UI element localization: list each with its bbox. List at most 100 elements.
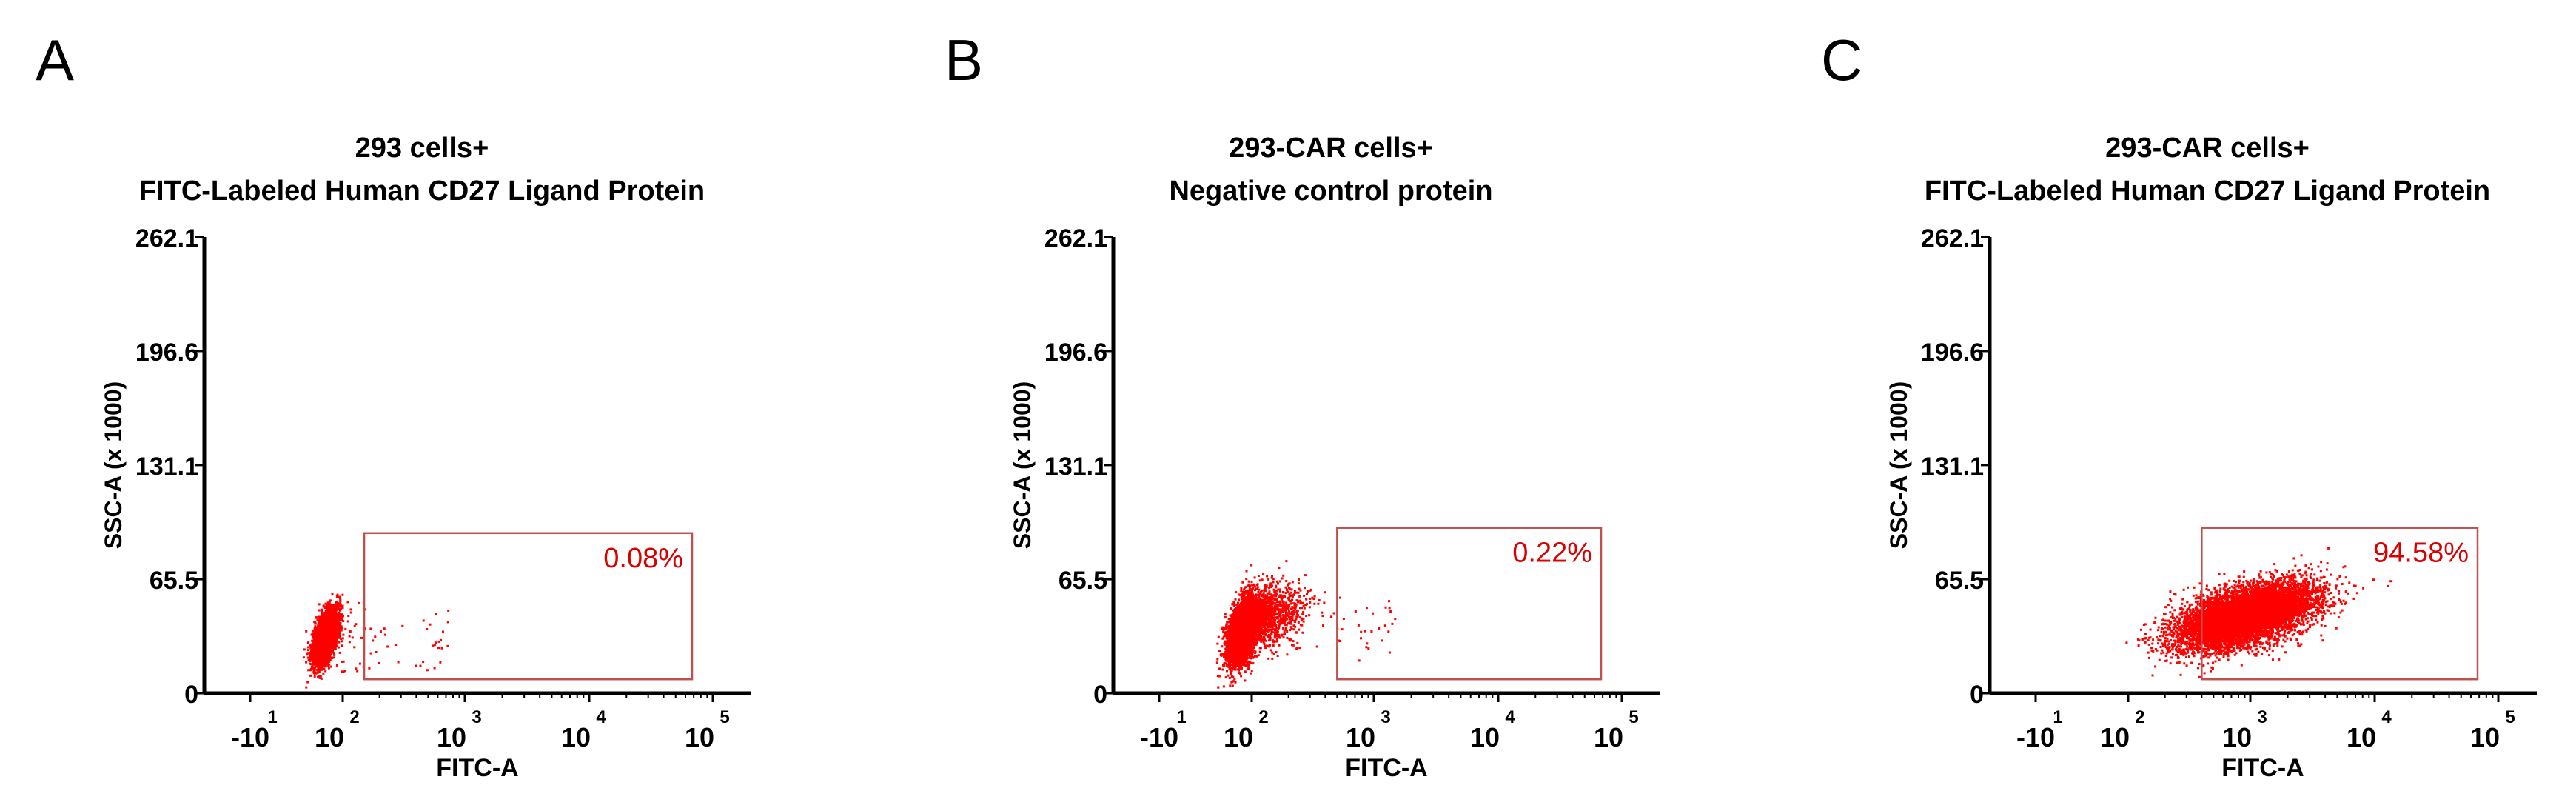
scatter-point bbox=[328, 601, 331, 604]
x-tick-exponent: 3 bbox=[472, 707, 481, 727]
scatter-point bbox=[307, 646, 310, 649]
scatter-point bbox=[316, 618, 319, 621]
scatter-point bbox=[336, 593, 339, 596]
scatter-point bbox=[357, 601, 360, 604]
scatter-point bbox=[335, 611, 338, 614]
scatter-point bbox=[316, 671, 319, 674]
scatter-point bbox=[329, 665, 332, 668]
scatter-point bbox=[320, 665, 323, 668]
scatter-point bbox=[317, 675, 319, 678]
scatter-point bbox=[313, 675, 316, 678]
scatter-point bbox=[314, 622, 317, 625]
chart-title-line: FITC-Labeled Human CD27 Ligand Protein bbox=[139, 176, 705, 207]
scatter-point bbox=[313, 667, 316, 670]
scatter-point bbox=[314, 621, 317, 624]
scatter-point bbox=[321, 668, 323, 671]
x-tick-label: 10 bbox=[685, 722, 714, 752]
scatter-point bbox=[314, 666, 317, 669]
scatter-point bbox=[320, 664, 323, 667]
scatter-point bbox=[340, 638, 343, 641]
scatter-point bbox=[312, 667, 315, 669]
scatter-point bbox=[338, 597, 341, 600]
scatter-point bbox=[329, 599, 332, 602]
scatter-point bbox=[312, 667, 315, 670]
scatter-point bbox=[307, 669, 310, 672]
scatter-point bbox=[322, 665, 325, 668]
scatter-point bbox=[341, 593, 344, 596]
scatter-point bbox=[318, 609, 321, 612]
scatter-point bbox=[324, 602, 327, 605]
scatter-point bbox=[321, 608, 323, 611]
scatter-point bbox=[335, 645, 338, 648]
panel-letter: A bbox=[36, 27, 74, 93]
scatter-point bbox=[309, 659, 312, 662]
scatter-point bbox=[338, 641, 341, 644]
scatter-point bbox=[315, 616, 318, 619]
scatter-point bbox=[338, 611, 341, 614]
scatter-point bbox=[305, 661, 308, 664]
x-tick-label: 10 bbox=[437, 722, 466, 752]
scatter-point bbox=[318, 664, 321, 667]
scatter-point bbox=[312, 650, 315, 653]
scatter-point bbox=[307, 641, 310, 644]
scatter-point bbox=[341, 640, 343, 643]
panel-a: A 293 cells+ FITC-Labeled Human CD27 Ligan… bbox=[36, 27, 751, 782]
scatter-point bbox=[324, 670, 327, 673]
scatter-point bbox=[349, 630, 352, 633]
scatter-point bbox=[317, 670, 320, 673]
scatter-point bbox=[318, 603, 321, 606]
scatter-point bbox=[332, 656, 335, 659]
scatter-point bbox=[333, 652, 335, 655]
scatter-point bbox=[347, 615, 350, 617]
scatter-point bbox=[305, 630, 308, 633]
scatter-point bbox=[312, 643, 315, 646]
scatter-point bbox=[310, 665, 313, 668]
chart-title-line: 293 cells+ bbox=[355, 133, 489, 164]
scatter-point bbox=[333, 604, 336, 607]
scatter-point bbox=[302, 656, 305, 659]
scatter-point bbox=[318, 670, 321, 673]
y-tick-label: 0 bbox=[184, 681, 198, 709]
y-tick-label: 131.1 bbox=[135, 453, 198, 481]
scatter-point bbox=[342, 633, 345, 636]
x-tick-exponent: 4 bbox=[596, 707, 606, 727]
y-tick-label: 262.1 bbox=[135, 224, 198, 253]
scatter-point bbox=[335, 639, 338, 642]
x-tick-label: 10 bbox=[315, 722, 344, 752]
scatter-point bbox=[314, 657, 317, 660]
scatter-point bbox=[338, 636, 341, 639]
scatter-point bbox=[321, 610, 323, 613]
scatter-point bbox=[309, 662, 311, 665]
scatter-point bbox=[307, 649, 309, 652]
x-tick-exponent: 1 bbox=[267, 707, 277, 727]
scatter-point bbox=[320, 677, 323, 680]
scatter-point bbox=[328, 663, 331, 666]
scatter-point bbox=[331, 604, 334, 607]
scatter-point bbox=[316, 664, 319, 667]
scatter-point bbox=[339, 599, 342, 602]
scatter-point bbox=[306, 681, 309, 684]
scatter-point bbox=[341, 606, 344, 609]
scatter-point bbox=[344, 627, 347, 630]
scatter-point bbox=[340, 629, 343, 632]
scatter-point bbox=[319, 668, 322, 671]
scatter-point bbox=[335, 595, 338, 598]
x-tick-exponent: 2 bbox=[349, 707, 359, 727]
scatter-point bbox=[346, 620, 349, 623]
scatter-point bbox=[338, 651, 341, 654]
scatter-point bbox=[353, 624, 356, 627]
scatter-point bbox=[339, 635, 341, 638]
scatter-point bbox=[335, 601, 338, 604]
scatter-point bbox=[331, 593, 334, 595]
scatter-point bbox=[323, 667, 326, 670]
scatter-point bbox=[317, 667, 320, 670]
scatter-points bbox=[302, 593, 450, 689]
scatter-point bbox=[333, 653, 336, 656]
x-tick-label: 10 bbox=[561, 722, 591, 752]
scatter-point bbox=[309, 674, 312, 677]
y-tick-label: 196.6 bbox=[135, 338, 198, 367]
x-tick-label: -10 bbox=[231, 722, 269, 752]
scatter-point bbox=[325, 663, 328, 666]
scatter-point bbox=[316, 616, 319, 619]
